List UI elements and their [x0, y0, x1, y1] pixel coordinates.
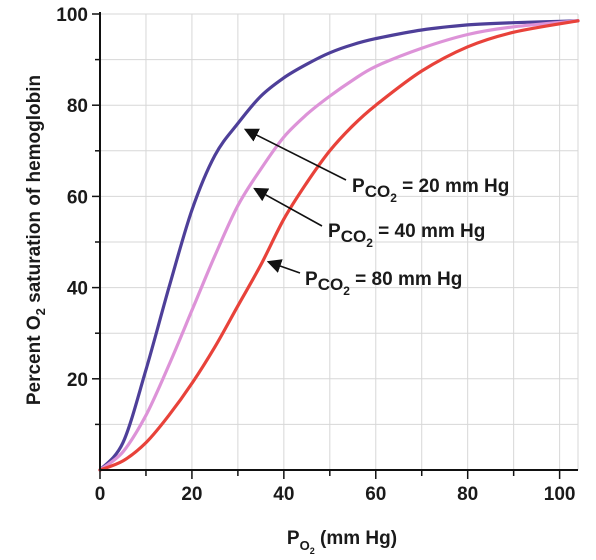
annotations: PCO2 = 20 mm Hg PCO2 = 40 mm Hg PCO2 = 80 …: [243, 128, 509, 298]
annotation-label: PCO2 = 80 mm Hg: [305, 269, 462, 298]
ticks: 0 20 40 60 80 100 20 40 60 80 100: [56, 5, 575, 505]
y-tick-label: 20: [67, 370, 88, 391]
annotation-arrow: [243, 128, 347, 181]
axes: [99, 12, 578, 471]
y-tick-label: 60: [67, 187, 88, 208]
curves: [98, 19, 580, 472]
series-line-2: [98, 19, 580, 472]
x-label-units: (mm Hg): [315, 528, 397, 549]
x-label-main: P: [287, 528, 300, 549]
x-tick-label: 40: [273, 484, 294, 505]
y-axis-label: Percent O2 saturation of hemoglobin: [24, 75, 48, 405]
x-axis-label: PO2 (mm Hg): [287, 528, 397, 556]
series-line-1: [98, 19, 580, 472]
series-line-3: [98, 19, 580, 472]
annotation-arrow: [253, 187, 323, 227]
y-tick-label: 40: [67, 279, 88, 300]
x-tick-label: 80: [457, 484, 478, 505]
x-tick-label: 60: [365, 484, 386, 505]
x-tick-label: 100: [544, 484, 576, 505]
y-tick-label: 100: [56, 5, 88, 26]
x-tick-label: 0: [95, 484, 106, 505]
x-label-sub: O: [300, 538, 310, 553]
y-tick-label: 80: [67, 96, 88, 117]
annotation-arrow: [266, 259, 301, 274]
x-label-sub2: 2: [310, 546, 315, 556]
grid: [100, 13, 579, 470]
annotation-label: PCO2 = 20 mm Hg: [352, 176, 509, 205]
annotation-label: PCO2 = 40 mm Hg: [328, 221, 485, 250]
y-label-post: saturation of hemoglobin: [24, 75, 45, 308]
y-label-pre: Percent O: [24, 315, 45, 405]
x-tick-label: 20: [181, 484, 202, 505]
y-label-sub: 2: [33, 308, 48, 315]
